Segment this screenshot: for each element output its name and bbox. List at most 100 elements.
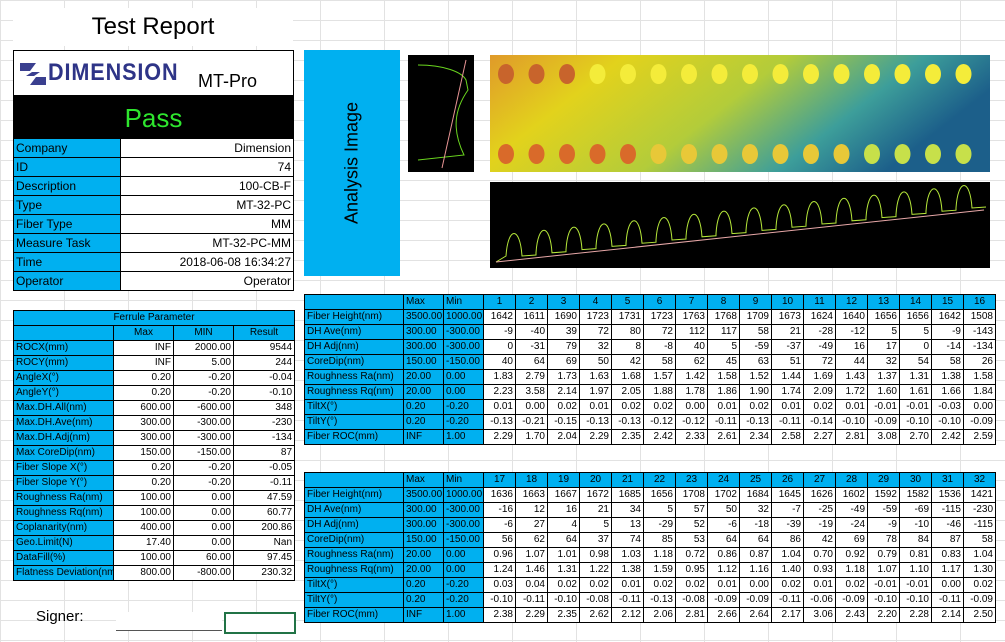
- column-header: 17: [483, 472, 516, 488]
- fiber-dot: [955, 144, 972, 164]
- fiber-value: 5: [643, 502, 676, 518]
- fiber-value: 1663: [515, 487, 548, 503]
- row-label: Fiber Height(nm): [304, 487, 404, 503]
- info-row: ID 74: [13, 157, 294, 177]
- profile-line: [495, 209, 985, 263]
- param-value: -0.20: [173, 475, 234, 491]
- fiber-dot: [742, 64, 758, 84]
- fiber-value: 79: [547, 339, 580, 355]
- limit-value: 0.20: [403, 399, 444, 415]
- fiber-value: 1.31: [547, 562, 580, 578]
- fiber-value: -0.11: [771, 414, 804, 430]
- fiber-value: 1.43: [835, 369, 868, 385]
- fiber-value: -9: [867, 517, 900, 533]
- fiber-value: 50: [579, 354, 612, 370]
- fiber-value: 1.52: [739, 369, 772, 385]
- fiber-value: 2.05: [611, 384, 644, 400]
- fiber-value: -0.13: [579, 414, 612, 430]
- fiber-value: 1626: [803, 487, 836, 503]
- fiber-value: -143: [963, 324, 996, 340]
- fiber-value: 0.02: [963, 577, 996, 593]
- fiber-value: 2.64: [739, 607, 772, 623]
- limit-value: -300.00: [443, 517, 484, 533]
- fiber-value: 0.02: [675, 577, 708, 593]
- limit-value: 1.00: [443, 607, 484, 623]
- fiber-dot: [711, 64, 728, 84]
- fiber-value: 1536: [931, 487, 964, 503]
- fiber-value: 1.70: [515, 429, 548, 445]
- fiber-value: 2.42: [931, 429, 964, 445]
- fiber-value: 1.30: [963, 562, 996, 578]
- report-title: Test Report: [13, 8, 293, 46]
- fiber-value: 0.01: [771, 399, 804, 415]
- param-value: 97.45: [232, 550, 296, 566]
- fiber-row: Fiber ROC(mm) INF 1.00 2.29 1.70 2.04 2.29 2.35…: [304, 429, 996, 445]
- param-value: 300.00: [113, 430, 174, 446]
- fiber-value: 1.78: [675, 384, 708, 400]
- fiber-value: 5: [707, 339, 740, 355]
- fiber-dot: [833, 64, 850, 84]
- limit-value: 20.00: [403, 547, 444, 563]
- param-value: 0.20: [113, 475, 174, 491]
- fiber-table: Max Min 17 18 19 20 21 22 23 24 25 26 27 28 29 30 31 32 Fi…: [304, 472, 996, 623]
- fiber-value: 69: [547, 354, 580, 370]
- fiber-value: 62: [675, 354, 708, 370]
- column-header: 1: [483, 294, 516, 310]
- fiber-value: 1656: [867, 309, 900, 325]
- limit-value: 150.00: [403, 354, 444, 370]
- param-row: ROCX(mm) INF 2000.00 9544: [13, 340, 296, 356]
- limit-value: 300.00: [403, 324, 444, 340]
- param-label: AngleX(°): [13, 370, 114, 386]
- fiber-value: -10: [899, 517, 932, 533]
- fiber-value: 0.02: [547, 577, 580, 593]
- param-value: -0.05: [232, 460, 296, 476]
- column-header: 4: [579, 294, 612, 310]
- fiber-value: 1.07: [867, 562, 900, 578]
- limit-value: 150.00: [403, 532, 444, 548]
- fiber-value: 69: [835, 532, 868, 548]
- selected-cell[interactable]: [224, 612, 296, 634]
- param-row: Flatness Deviation(nm) 800.00 -800.00 230.3…: [13, 565, 296, 581]
- fiber-value: 1690: [547, 309, 580, 325]
- fiber-value: 32: [579, 339, 612, 355]
- fiber-value: 1421: [963, 487, 996, 503]
- fiber-value: 2.70: [899, 429, 932, 445]
- param-value: 2000.00: [173, 340, 234, 356]
- column-header: 7: [675, 294, 708, 310]
- fiber-row: DH Adj(nm) 300.00 -300.00 0 -31 79 32 8 -8 40 5 -59…: [304, 339, 996, 355]
- param-value: 244: [232, 355, 296, 371]
- fiber-value: 0.02: [611, 399, 644, 415]
- fiber-dots: [498, 64, 972, 164]
- fiber-dot: [589, 144, 606, 164]
- fiber-value: 0.79: [867, 547, 900, 563]
- param-value: 0.00: [173, 505, 234, 521]
- fiber-value: -0.01: [899, 577, 932, 593]
- param-value: -134: [232, 430, 296, 446]
- fiber-dot: [650, 144, 667, 164]
- fiber-value: 40: [483, 354, 516, 370]
- limit-value: -0.20: [443, 592, 484, 608]
- fiber-row: Roughness Ra(nm) 20.00 0.00 0.96 1.07 1.01 0.9…: [304, 547, 996, 563]
- fiber-value: 1684: [739, 487, 772, 503]
- fiber-dot: [681, 144, 697, 164]
- fiber-value: 1.58: [963, 369, 996, 385]
- fiber-value: -9: [483, 324, 516, 340]
- fiber-value: 58: [739, 324, 772, 340]
- fiber-row: TiltY(°) 0.20 -0.20 -0.10 -0.11 -0.10 -0.08 -0.…: [304, 592, 996, 608]
- column-header: 12: [835, 294, 868, 310]
- param-value: -0.04: [232, 370, 296, 386]
- param-value: 5.00: [173, 355, 234, 371]
- fiber-value: 1768: [707, 309, 740, 325]
- fiber-value: 21: [771, 324, 804, 340]
- info-row: Type MT-32-PC: [13, 195, 294, 215]
- param-row: Geo.Limit(N) 17.40 0.00 Nan: [13, 535, 296, 551]
- column-header: 6: [643, 294, 676, 310]
- limit-value: 3500.00: [403, 309, 444, 325]
- fiber-dot: [620, 64, 636, 84]
- column-header: Max: [113, 325, 174, 341]
- fiber-row: TiltX(°) 0.20 -0.20 0.03 0.04 0.02 0.02 0.01 0.0…: [304, 577, 996, 593]
- param-value: 100.00: [113, 505, 174, 521]
- param-value: -0.20: [173, 460, 234, 476]
- fiber-row: Roughness Rq(nm) 20.00 0.00 2.23 3.58 2.14 1.9…: [304, 384, 996, 400]
- param-value: INF: [113, 355, 174, 371]
